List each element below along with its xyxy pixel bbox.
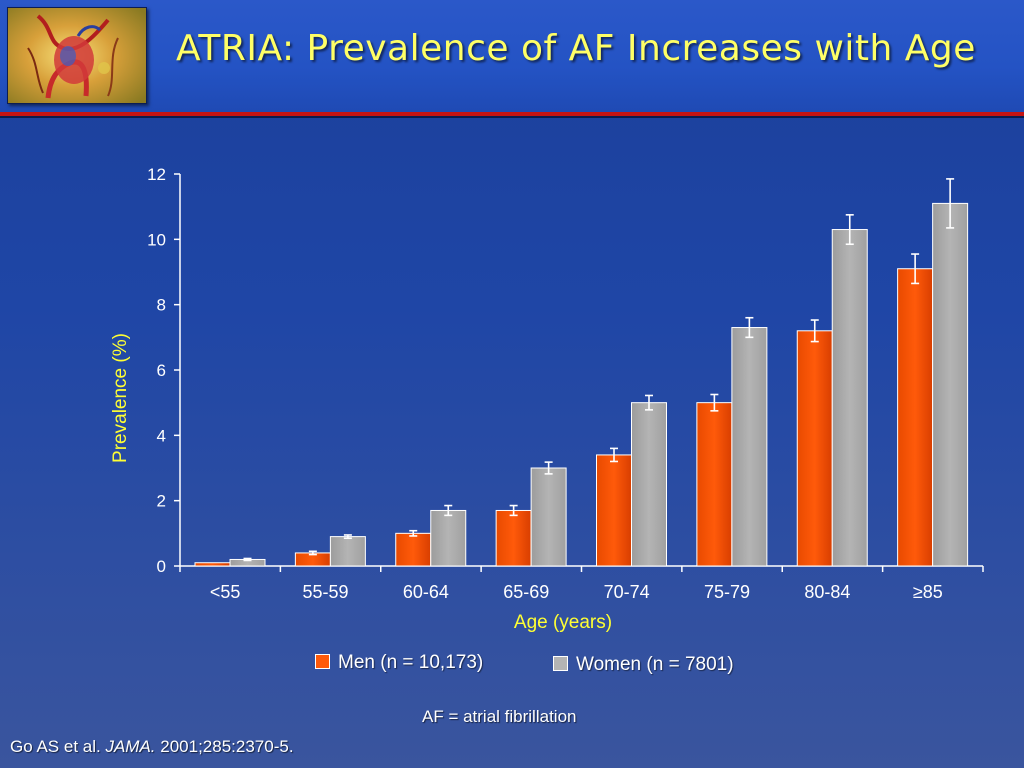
- page-title: ATRIA: Prevalence of AF Increases with A…: [176, 28, 976, 69]
- citation-authors: Go AS et al.: [10, 737, 101, 756]
- y-axis: 0 2 4 6 8 10 12: [147, 165, 181, 576]
- citation-details: 2001;285:2370-5.: [160, 737, 294, 756]
- header-divider-dark: [0, 116, 1024, 118]
- bar-women-3: [530, 467, 567, 567]
- bar-women-6: [831, 229, 868, 567]
- legend-item-men: Men (n = 10,173): [315, 652, 483, 674]
- y-tick-label: 8: [157, 296, 166, 315]
- bar-women-7: [932, 202, 969, 567]
- bar-men-2: [395, 532, 432, 567]
- x-tick-label: <55: [210, 582, 241, 602]
- bars: [194, 178, 969, 567]
- x-axis-label: Age (years): [514, 612, 612, 633]
- x-tick-label: 65-69: [503, 582, 549, 602]
- x-tick-label: 60-64: [403, 582, 449, 602]
- y-tick-label: 0: [157, 557, 166, 576]
- x-tick-label: 55-59: [303, 582, 349, 602]
- y-tick-label: 12: [147, 165, 166, 184]
- bar-women-2: [430, 509, 467, 567]
- header-divider-red: [0, 112, 1024, 116]
- slide-header: ATRIA: Prevalence of AF Increases with A…: [0, 0, 1024, 113]
- y-tick-label: 4: [157, 426, 166, 445]
- x-tick-label: 80-84: [804, 582, 850, 602]
- citation: Go AS et al. JAMA. 2001;285:2370-5.: [10, 737, 294, 757]
- bar-men-5: [696, 402, 733, 567]
- citation-journal: JAMA.: [105, 737, 156, 756]
- bar-women-5: [731, 327, 768, 567]
- bar-men-4: [596, 454, 632, 567]
- legend-swatch-women: [553, 656, 568, 671]
- legend-swatch-men: [315, 654, 330, 669]
- bar-women-4: [631, 402, 667, 567]
- y-tick-label: 10: [147, 230, 166, 249]
- y-axis-label: Prevalence (%): [110, 333, 131, 463]
- bar-men-7: [897, 268, 934, 567]
- x-tick-label: 75-79: [704, 582, 750, 602]
- bar-men-0: [194, 562, 231, 567]
- legend-item-women: Women (n = 7801): [553, 654, 734, 676]
- bar-men-3: [495, 509, 532, 567]
- heart-artwork-icon: [7, 7, 147, 104]
- footnote: AF = atrial fibrillation: [422, 707, 577, 726]
- legend-label-women: Women (n = 7801): [576, 654, 734, 675]
- x-tick-label: 70-74: [604, 582, 650, 602]
- x-tick-label: ≥85: [913, 582, 943, 602]
- heart-artwork-graphic: [8, 8, 146, 103]
- bar-women-1: [329, 536, 366, 567]
- x-axis: <55 55-59 60-64 65-69 70-74 75-79 80-84 ≥85: [179, 565, 984, 602]
- legend-label-men: Men (n = 10,173): [338, 652, 484, 673]
- y-tick-label: 2: [157, 492, 166, 511]
- bar-men-6: [796, 330, 833, 567]
- y-tick-label: 6: [157, 361, 166, 380]
